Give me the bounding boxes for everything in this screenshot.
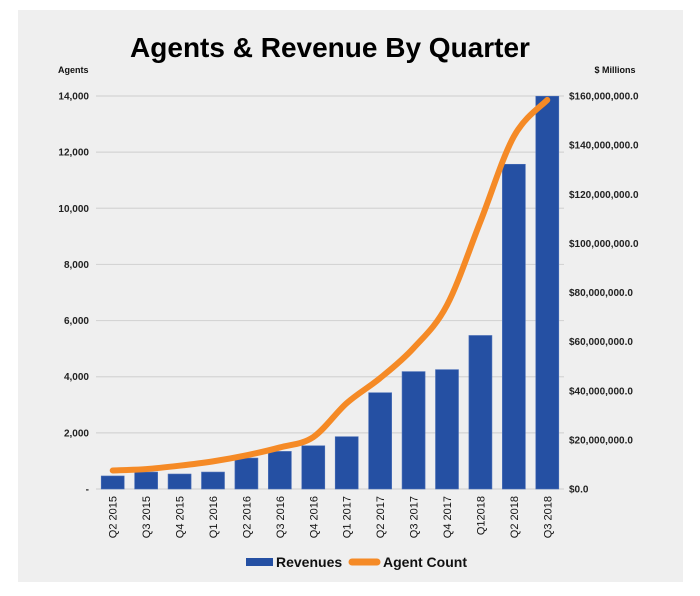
legend-swatch-revenues xyxy=(246,558,273,566)
x-tick-label: Q4 2015 xyxy=(175,496,187,538)
x-axis-ticks: Q2 2015 Q3 2015 Q4 2015 Q1 2016 Q2 2016 Q3 20… xyxy=(108,496,555,538)
x-tick-label: Q3 2016 xyxy=(275,496,287,538)
left-axis-ticks: - 2,000 4,000 6,000 8,000 10,000 12,000 14,000 xyxy=(58,92,89,496)
revenue-bar xyxy=(368,392,392,490)
x-tick-label: Q1 2017 xyxy=(342,496,354,538)
x-tick-label: Q4 2016 xyxy=(308,496,320,538)
x-tick-label: Q2 2018 xyxy=(509,496,521,538)
revenue-bar xyxy=(334,436,359,490)
chart-title: Agents & Revenue By Quarter xyxy=(130,32,530,63)
left-tick-label: 2,000 xyxy=(64,428,89,439)
x-tick-label: Q2 2016 xyxy=(241,496,253,538)
left-axis-title: Agents xyxy=(58,65,89,75)
revenue-bar xyxy=(234,457,259,490)
right-tick-label: $20,000,000.0 xyxy=(569,435,633,446)
revenue-bar xyxy=(468,335,493,490)
revenue-bar xyxy=(435,369,459,490)
left-tick-label: 4,000 xyxy=(64,372,89,383)
right-tick-label: $0.0 xyxy=(569,485,589,496)
gridlines xyxy=(96,95,564,490)
x-tick-label: Q2 2015 xyxy=(108,496,120,538)
legend-label-agent-count: Agent Count xyxy=(383,554,467,570)
right-tick-label: $80,000,000.0 xyxy=(569,288,633,299)
x-tick-label: Q3 2018 xyxy=(542,496,554,538)
left-tick-label: 14,000 xyxy=(58,92,89,103)
x-tick-label: Q4 2017 xyxy=(442,496,454,538)
revenue-bar xyxy=(401,371,426,490)
x-tick-label: Q3 2015 xyxy=(141,496,153,538)
revenue-bar xyxy=(100,475,125,490)
revenue-bar xyxy=(301,445,326,490)
right-tick-label: $40,000,000.0 xyxy=(569,386,633,397)
x-tick-label: Q1 2016 xyxy=(208,496,220,538)
revenue-bar xyxy=(201,471,225,490)
x-tick-label: Q2 2017 xyxy=(375,496,387,538)
revenue-bars xyxy=(100,95,560,490)
left-tick-label: 8,000 xyxy=(64,260,89,271)
left-tick-label: 12,000 xyxy=(58,148,89,159)
right-tick-label: $160,000,000.0 xyxy=(569,92,639,103)
right-tick-label: $60,000,000.0 xyxy=(569,337,633,348)
right-axis-ticks: $0.0 $20,000,000.0 $40,000,000.0 $60,000,00… xyxy=(569,92,639,496)
right-tick-label: $100,000,000.0 xyxy=(569,239,639,250)
revenue-bar xyxy=(535,95,560,490)
left-tick-label: - xyxy=(86,485,89,496)
right-axis-title: $ Millions xyxy=(594,65,635,75)
legend-label-revenues: Revenues xyxy=(276,554,342,570)
revenue-bar xyxy=(268,451,292,490)
x-tick-label: Q12018 xyxy=(475,496,487,535)
revenue-bar xyxy=(502,163,526,490)
right-tick-label: $140,000,000.0 xyxy=(569,141,639,152)
revenue-bar xyxy=(167,473,192,490)
left-tick-label: 6,000 xyxy=(64,316,89,327)
right-tick-label: $120,000,000.0 xyxy=(569,190,639,201)
left-tick-label: 10,000 xyxy=(58,204,89,215)
legend: Revenues Agent Count xyxy=(246,554,467,570)
x-tick-label: Q3 2017 xyxy=(409,496,421,538)
agent-count-line-group xyxy=(109,96,551,474)
revenue-bar xyxy=(134,471,158,490)
